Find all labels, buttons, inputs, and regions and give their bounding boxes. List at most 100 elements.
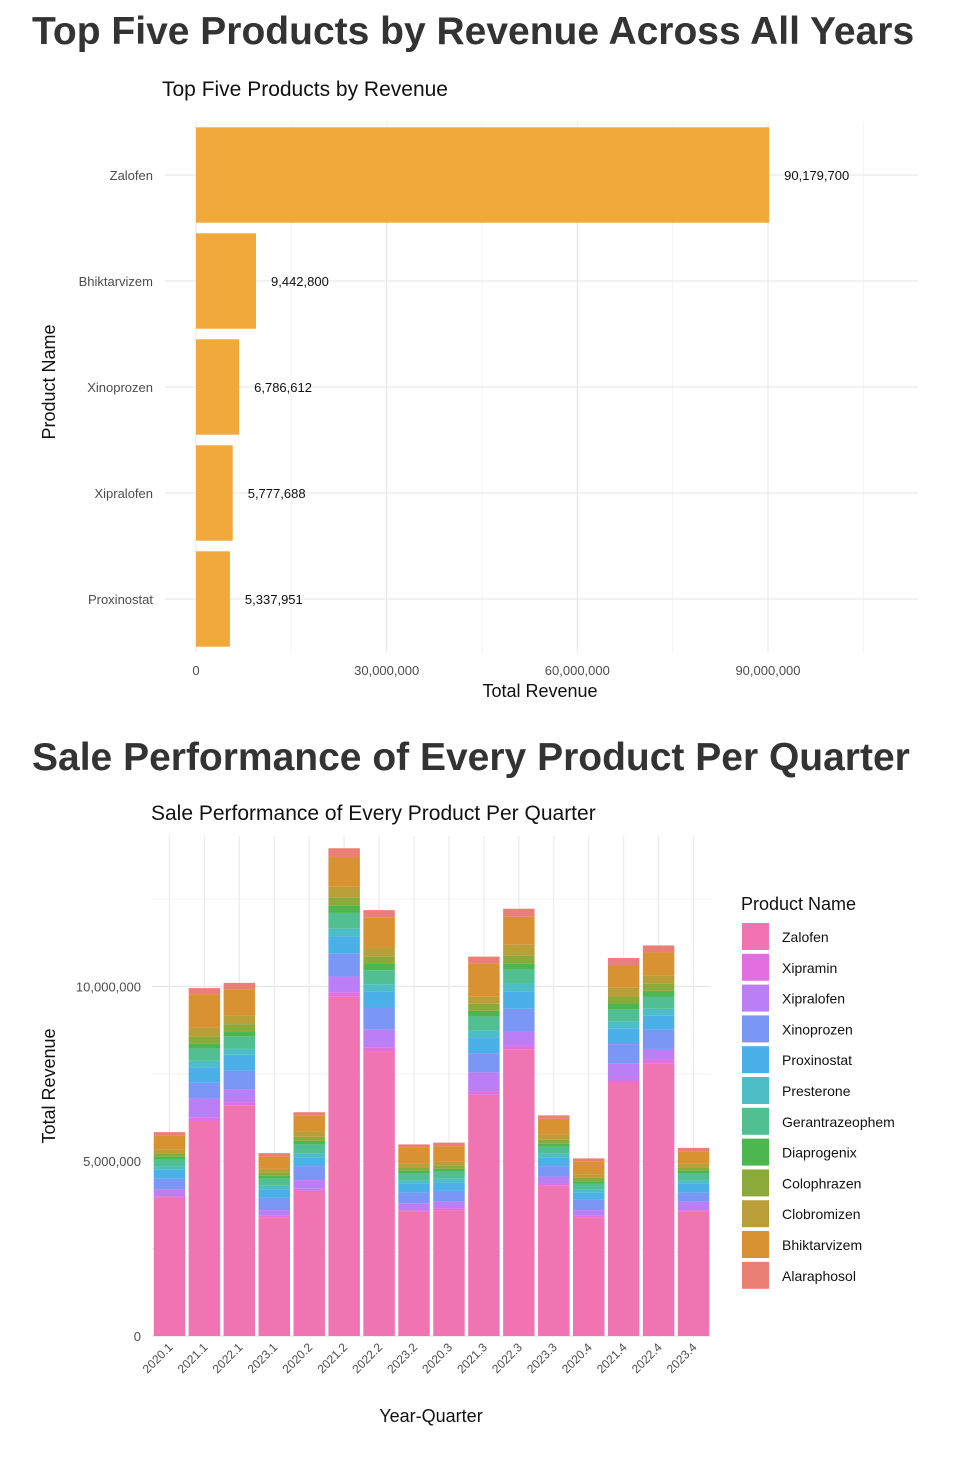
bar-segment-alaraphosol [153, 1132, 186, 1136]
chart-title: Sale Performance of Every Product Per Qu… [151, 802, 596, 825]
bar-segment-clobromizen [223, 1015, 256, 1025]
x-tick-label: 2022.3 [489, 1340, 525, 1376]
bar-segment-presterone [363, 984, 395, 992]
bar-segment-clobromizen [433, 1161, 465, 1166]
bar-segment-xipralofen [538, 1176, 570, 1184]
bar-segment-gerantrazeophem [188, 1048, 221, 1061]
bar-segment-zalofen [188, 1120, 221, 1336]
bar-segment-xipralofen [398, 1203, 430, 1211]
bar-segment-bhiktarvizem [293, 1115, 325, 1132]
legend-swatch-xipralofen [742, 984, 769, 1012]
legend-label: Xinoprozen [782, 1021, 853, 1037]
legend-swatch-diaprogenix [742, 1138, 769, 1166]
x-tick-label: 2021.1 [175, 1340, 211, 1376]
bar-segment-xipralofen [468, 1072, 500, 1092]
bar-segment-clobromizen [363, 947, 395, 957]
bar-segment-bhiktarvizem [258, 1156, 291, 1169]
bar-segment-xipramin [538, 1183, 570, 1186]
bar-segment-proxinostat [607, 1028, 640, 1045]
legend-swatch-xipramin [742, 953, 769, 981]
bar-segment-xinoprozen [328, 953, 360, 977]
bar-segment-colophrazen [258, 1172, 291, 1176]
bar-segment-diaprogenix [677, 1170, 710, 1174]
bar-segment-gerantrazeophem [433, 1171, 465, 1179]
bar-segment-gerantrazeophem [607, 1009, 640, 1022]
bar-segment-xinoprozen [572, 1199, 605, 1211]
bar-segment-bhiktarvizem [503, 916, 535, 945]
bar-segment-presterone [188, 1060, 221, 1068]
bar-segment-proxinostat [223, 1054, 256, 1071]
bar-value-label: 9,442,800 [271, 274, 329, 289]
bar-segment-xipramin [328, 992, 360, 997]
bar-segment-bhiktarvizem [607, 965, 640, 988]
bar-segment-alaraphosol [188, 988, 221, 995]
bar-segment-xipralofen [607, 1063, 640, 1080]
bar-segment-presterone [677, 1180, 710, 1184]
y-axis-label: Total Revenue [39, 1028, 59, 1143]
bar-segment-zalofen [607, 1082, 640, 1336]
section-title-top-products: Top Five Products by Revenue Across All … [32, 10, 915, 53]
legend-label: Alaraphosol [782, 1268, 856, 1284]
bar-proxinostat [196, 551, 230, 647]
y-axis-label: Product Name [39, 324, 59, 439]
legend-swatch-proxinostat [742, 1046, 769, 1074]
bar-segment-alaraphosol [258, 1153, 291, 1157]
x-axis-label: Year-Quarter [379, 1406, 482, 1426]
bar-segment-bhiktarvizem [363, 917, 395, 948]
bar-segment-colophrazen [363, 956, 395, 964]
bar-segment-xipramin [293, 1188, 325, 1191]
x-tick-label: 2023.1 [245, 1340, 281, 1376]
bar-segment-zalofen [642, 1063, 675, 1336]
x-tick-label: 90,000,000 [735, 663, 800, 678]
bar-segment-clobromizen [538, 1134, 570, 1140]
bar-segment-diaprogenix [293, 1140, 325, 1145]
bar-segment-diaprogenix [642, 990, 675, 997]
bar-segment-xipralofen [293, 1180, 325, 1189]
legend-label: Xipramin [782, 960, 837, 976]
x-tick-label: 2021.4 [594, 1340, 630, 1376]
bar-segment-proxinostat [153, 1169, 186, 1179]
bar-segment-xipralofen [153, 1189, 186, 1197]
bar-segment-xipralofen [188, 1098, 221, 1118]
bar-segment-proxinostat [363, 991, 395, 1007]
bar-segment-alaraphosol [503, 908, 535, 917]
bar-segment-presterone [642, 1008, 675, 1016]
bar-segment-presterone [538, 1153, 570, 1158]
bar-segment-bhiktarvizem [433, 1146, 465, 1162]
bar-segment-xipramin [642, 1059, 675, 1064]
bar-segment-gerantrazeophem [293, 1144, 325, 1154]
bar-segment-diaprogenix [538, 1143, 570, 1147]
bar-segment-zalofen [293, 1190, 325, 1336]
bar-segment-clobromizen [328, 886, 360, 898]
bar-segment-diaprogenix [503, 963, 535, 970]
legend-label: Bhiktarvizem [782, 1237, 862, 1253]
legend-label: Diaprogenix [782, 1145, 857, 1161]
bar-segment-xinoprozen [503, 1008, 535, 1032]
bar-segment-diaprogenix [433, 1168, 465, 1172]
bar-segment-diaprogenix [572, 1181, 605, 1184]
bar-segment-xinoprozen [188, 1082, 221, 1099]
bar-segment-zalofen [223, 1105, 256, 1336]
bar-zalofen [196, 127, 770, 223]
bar-segment-presterone [607, 1021, 640, 1029]
bar-segment-diaprogenix [188, 1043, 221, 1049]
bar-segment-gerantrazeophem [153, 1159, 186, 1167]
bar-segment-diaprogenix [363, 963, 395, 971]
legend-label: Gerantrazeophem [782, 1114, 895, 1130]
bar-segment-colophrazen [607, 996, 640, 1004]
bar-segment-gerantrazeophem [572, 1183, 605, 1190]
bar-segment-alaraphosol [363, 910, 395, 918]
bar-segment-zalofen [328, 996, 360, 1336]
bar-segment-alaraphosol [607, 958, 640, 966]
bar-segment-proxinostat [503, 991, 535, 1009]
bar-segment-bhiktarvizem [538, 1118, 570, 1135]
bar-segment-xinoprozen [293, 1166, 325, 1181]
legend-title: Product Name [741, 894, 856, 914]
bar-segment-gerantrazeophem [642, 996, 675, 1009]
bar-segment-xinoprozen [538, 1166, 570, 1177]
bar-value-label: 6,786,612 [254, 380, 312, 395]
y-tick-label: 0 [134, 1329, 141, 1344]
bar-segment-colophrazen [468, 1003, 500, 1011]
legend-swatch-clobromizen [742, 1200, 769, 1228]
bar-segment-proxinostat [328, 936, 360, 954]
